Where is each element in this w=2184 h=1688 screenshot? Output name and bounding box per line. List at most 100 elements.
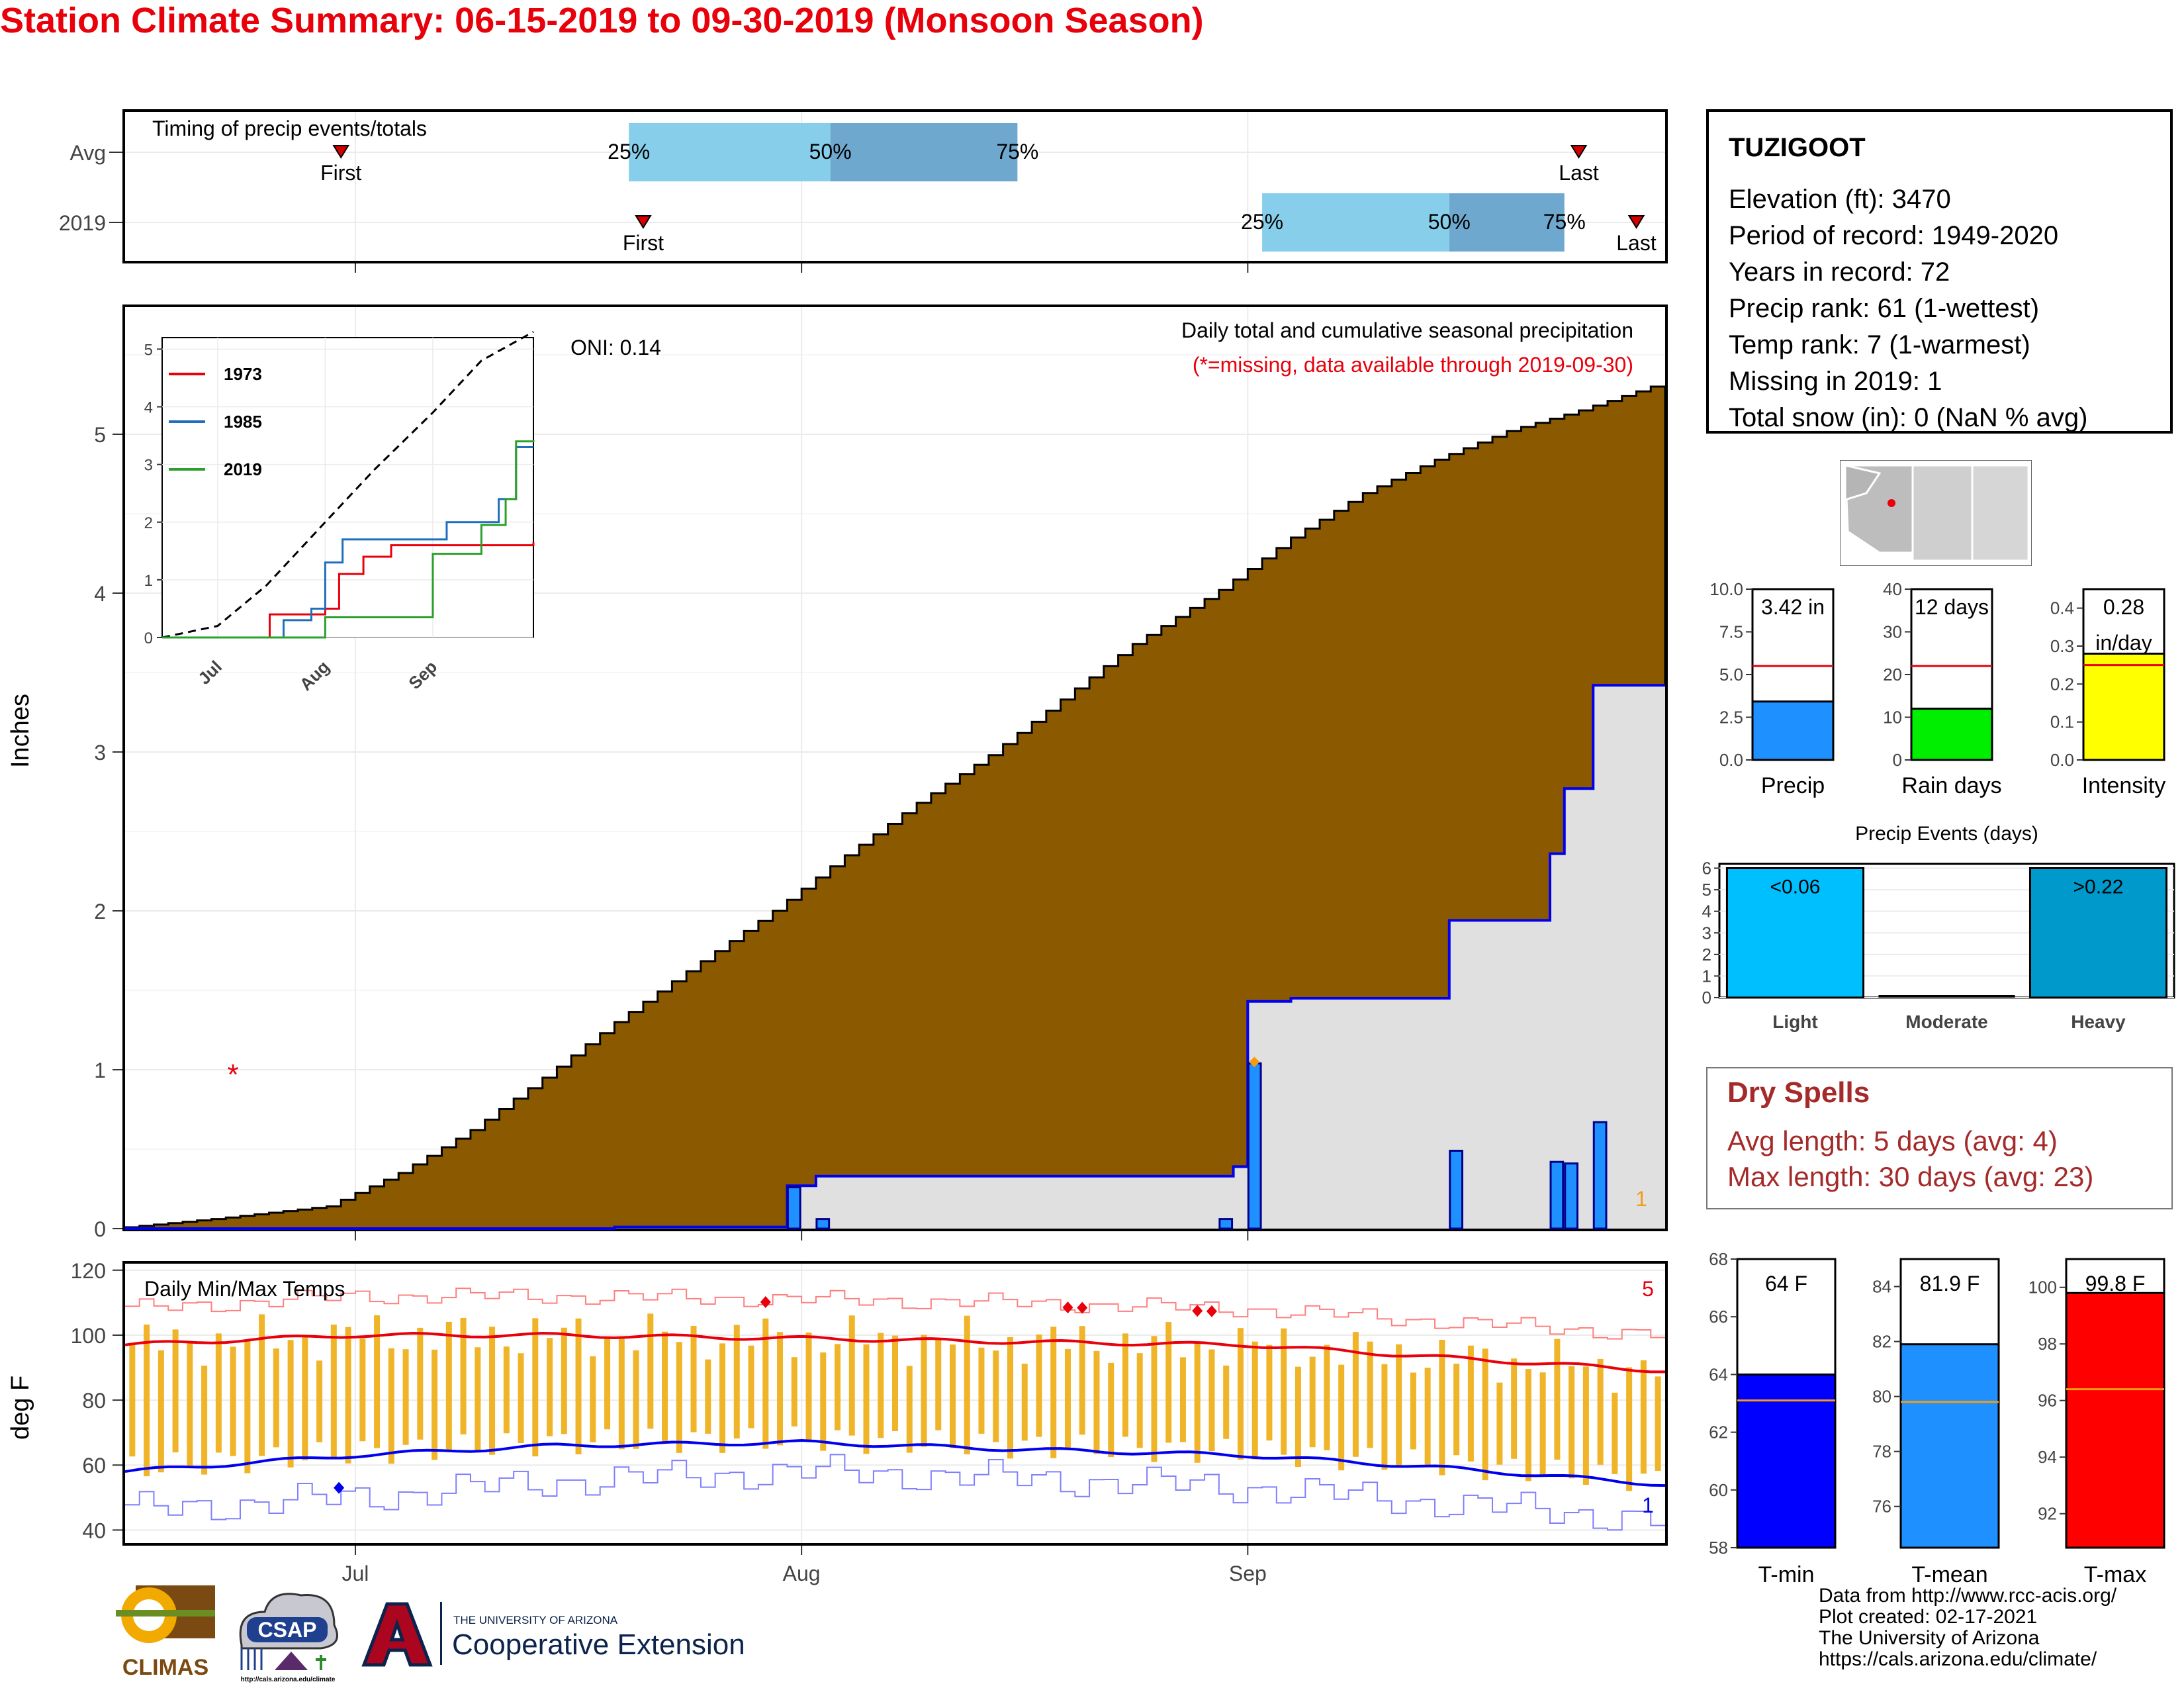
timing-row-avg-q25-q50-bar	[629, 123, 831, 181]
credit-plot-created: Plot created: 02-17-2021	[1819, 1606, 2038, 1628]
temp-bar-y-tick-label: 78	[1872, 1442, 1891, 1462]
mini-bar-value-2: 0.28	[2103, 595, 2144, 619]
precip-events-chart: Precip Events (days) 01 2 3 4 5 6 <0.06 Light Mod…	[1702, 823, 2175, 1032]
record-high-marker	[760, 1296, 771, 1309]
max-daily-marker	[1249, 1056, 1260, 1068]
timing-label: Timing of precip events/totals	[152, 117, 427, 140]
avg-max-line	[124, 1332, 1666, 1374]
inset-y-tick-label: 2	[144, 514, 153, 532]
temp-bar-y-tick-label: 100	[2028, 1278, 2057, 1297]
mini-bar-y-tick-label: 0.2	[2050, 674, 2074, 694]
timing-row-2019-q75-label: 75%	[1543, 210, 1586, 234]
station-name: TUZIGOOT	[1729, 133, 1866, 162]
mini-bar-y-tick-label: 30	[1883, 622, 1902, 642]
mini-bar-label-1: Rain days	[1901, 773, 2001, 798]
temp-bar-y-tick-label: 94	[2038, 1447, 2057, 1467]
station-precip-rank: Precip rank: 61 (1-wettest)	[1729, 294, 2040, 323]
temp-bar-value-1: 81.9 F	[1920, 1272, 1980, 1295]
temp-bar-y-tick-label: 60	[1709, 1480, 1728, 1500]
mini-bar-y-tick-label: 0.4	[2050, 598, 2074, 618]
mini-bar-y-tick-label: 10.0	[1709, 579, 1743, 599]
mini-bar-label-2: Intensity	[2082, 773, 2166, 798]
timing-row-2019-last-label: Last	[1616, 231, 1657, 255]
events-title: Precip Events (days)	[1855, 823, 2038, 845]
avg-min-line	[124, 1438, 1666, 1487]
record-high-count: 5	[1642, 1277, 1654, 1301]
temp-y-tick-label: 40	[82, 1519, 106, 1542]
daily-precip-bar	[1449, 1149, 1464, 1230]
locator-map	[1840, 460, 2032, 566]
climas-logo-text: CLIMAS	[122, 1655, 208, 1680]
temp-summary-bars: 58 60 62 64 66 68 64 F T-min 76 78 80 82 84 81.9 F T-m…	[1709, 1249, 2165, 1587]
csap-url: http://cals.arizona.edu/climate	[241, 1676, 336, 1683]
daily-precip-bar	[786, 1186, 801, 1230]
inset-frame	[161, 337, 534, 638]
events-y-tick-label: 4	[1702, 902, 1711, 921]
mini-bar-y-tick-label: 10	[1883, 708, 1902, 727]
ua-line1: THE UNIVERSITY OF ARIZONA	[453, 1614, 618, 1626]
inset-y-tick-label: 0	[144, 630, 153, 647]
mini-bar-y-tick-label: 0.0	[2050, 750, 2074, 770]
timing-row-avg-q50-q75-bar	[830, 123, 1018, 181]
precip-subtitle: Daily total and cumulative seasonal prec…	[1181, 318, 1633, 342]
inset-line-2019	[162, 440, 535, 639]
credit-university: The University of Arizona	[1819, 1627, 2040, 1649]
record-high-marker	[1206, 1305, 1217, 1317]
temp-bar-y-tick-label: 68	[1709, 1249, 1728, 1269]
summary-bars: 0.0 2.5 5.0 7.5 10.0 3.42 in Precip 0 10 20 30 40 12…	[1709, 579, 2166, 798]
inset-legend-label-2019: 2019	[224, 459, 262, 479]
inset-avg-line	[161, 330, 534, 639]
mini-bar-y-tick-label: 7.5	[1719, 622, 1743, 642]
oni-label: ONI: 0.14	[570, 336, 661, 359]
record-high-marker	[1062, 1301, 1073, 1314]
temp-bar-value-0: 64 F	[1765, 1272, 1807, 1295]
temp-x-tick-label: Jul	[342, 1562, 369, 1585]
events-bar-light	[1725, 867, 1865, 999]
csap-logo: CSAP http://cals.arizona.edu/climate	[239, 1593, 338, 1683]
temp-bar-y-tick-label: 84	[1872, 1277, 1891, 1297]
inset-y-tick-label: 4	[144, 399, 153, 417]
station-info-panel: TUZIGOOT Elevation (ft): 3470 Period of …	[1706, 109, 2173, 434]
mini-bar-y-tick-label: 20	[1883, 665, 1902, 684]
mini-bar-y-tick-label: 0.0	[1719, 750, 1743, 770]
precip-y-tick-label: 3	[94, 741, 106, 765]
station-period: Period of record: 1949-2020	[1729, 221, 2059, 250]
temp-bar-y-tick-label: 82	[1872, 1332, 1891, 1352]
inset-legend-label-1985: 1985	[224, 412, 262, 432]
temp-chart: 40 60 80 100 120 Jul Aug Sep Daily Min/Max Temps…	[71, 1259, 1666, 1585]
credit-data-source: Data from http://www.rcc-acis.org/	[1819, 1585, 2117, 1607]
events-x-label-heavy: Heavy	[2071, 1011, 2126, 1032]
timing-row-avg-last-label: Last	[1559, 161, 1599, 185]
temp-y-tick-label: 100	[71, 1324, 106, 1348]
dry-spells-panel: Dry Spells Avg length: 5 days (avg: 4) M…	[1706, 1067, 2173, 1209]
missing-count: 1	[1635, 1187, 1647, 1211]
temp-y-axis-label: deg F	[7, 1375, 34, 1440]
station-snow: Total snow (in): 0 (NaN % avg)	[1729, 403, 2088, 432]
inset-y-tick-label: 1	[144, 572, 153, 590]
temp-bar-y-tick-label: 96	[2038, 1391, 2057, 1411]
climas-logo: CLIMAS	[116, 1585, 215, 1680]
mini-bar-y-tick-label: 0.1	[2050, 712, 2074, 732]
mini-bar-y-tick-label: 0.3	[2050, 636, 2074, 656]
events-bar-heavy	[2028, 867, 2168, 999]
timing-row-avg-q50-label: 50%	[809, 140, 852, 164]
station-location-marker	[1888, 499, 1895, 507]
temp-bar-y-tick-label: 62	[1709, 1423, 1728, 1442]
temp-bar-t-max	[2065, 1291, 2165, 1549]
mini-bar-label-0: Precip	[1761, 773, 1825, 798]
timing-row-avg-q75-label: 75%	[996, 140, 1038, 164]
mini-bar-y-tick-label: 2.5	[1719, 708, 1743, 727]
timing-row-avg-first-marker	[332, 145, 349, 159]
mini-bar-intensity	[2082, 652, 2165, 761]
temp-bar-y-tick-label: 58	[1709, 1538, 1728, 1558]
timing-row-2019-q25-q50-bar	[1262, 193, 1449, 252]
station-elevation: Elevation (ft): 3470	[1729, 185, 1951, 214]
events-x-label-moderate: Moderate	[1905, 1011, 1987, 1032]
timing-row-2019-q50-label: 50%	[1428, 210, 1471, 234]
inset-legend-label-1973: 1973	[224, 364, 262, 384]
temp-bar-t-min	[1736, 1373, 1837, 1549]
mini-bar-precip	[1751, 700, 1835, 761]
daily-precip-bar	[1218, 1218, 1234, 1230]
temp-bar-y-tick-label: 64	[1709, 1364, 1728, 1384]
mini-bar-value-1: 12 days	[1915, 595, 1989, 619]
